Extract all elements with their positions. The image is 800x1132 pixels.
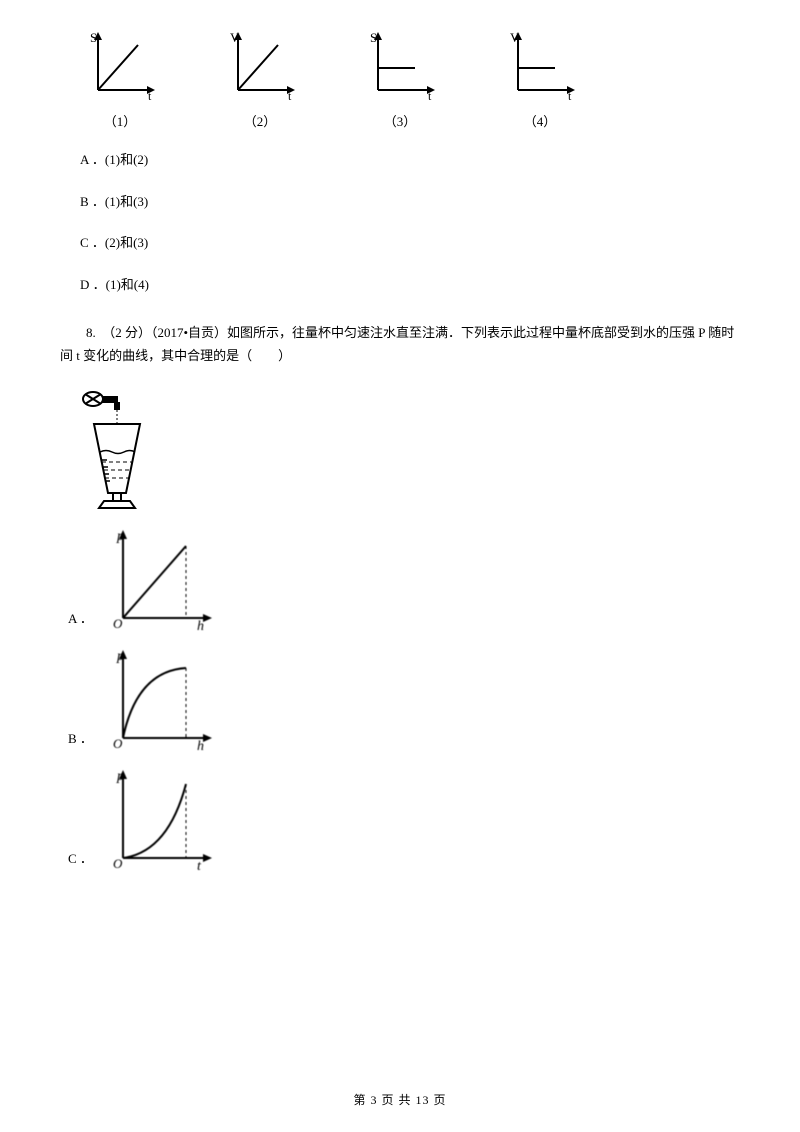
p-linear-graph-icon: p O h [93,526,218,636]
svg-text:O: O [113,856,123,871]
option-b-label: B ． [68,727,93,750]
graph-caption-1: （1） [104,110,137,133]
graph-caption-4: （4） [524,110,557,133]
cup-with-tap-icon [80,388,165,518]
svg-text:h: h [197,739,204,754]
graph-vt-linear-icon: V t [220,30,300,100]
graph-1: S t （1） [80,30,160,133]
q7-graphs-row: S t （1） V t （2） S [80,30,740,133]
svg-text:t: t [197,859,202,874]
graph-vt-constant-icon: V t [500,30,580,100]
q8-text: 8. （2 分）（2017•自贡）如图所示，往量杯中匀速注水直至注满．下列表示此… [60,321,740,368]
q8-option-b: B ． p O h [60,646,740,756]
graph-sv-linear-icon: S t [80,30,160,100]
q7-option-a: A ．(1)和(2) [80,148,740,171]
page-footer: 第 3 页 共 13 页 [0,1090,800,1112]
option-a-label: A ． [68,607,93,630]
svg-text:O: O [113,736,123,751]
q8-option-c: C ． p O t [60,766,740,876]
q8-option-a: A ． p O h [60,526,740,636]
graph-st-constant-icon: S t [360,30,440,100]
graph-caption-3: （3） [384,110,417,133]
option-c-label: C ． [68,847,93,870]
q7-option-c: C ．(2)和(3) [80,231,740,254]
graph-4: V t （4） [500,30,580,133]
svg-text:O: O [113,616,123,631]
graph-3: S t （3） [360,30,440,133]
graph-2: V t （2） [220,30,300,133]
svg-text:h: h [197,619,204,634]
graph-caption-2: （2） [244,110,277,133]
p-concave-down-graph-icon: p O h [93,646,218,756]
q7-option-d: D ．(1)和(4) [80,273,740,296]
p-concave-up-graph-icon: p O t [93,766,218,876]
q7-option-b: B ．(1)和(3) [80,190,740,213]
cup-figure [80,388,740,518]
